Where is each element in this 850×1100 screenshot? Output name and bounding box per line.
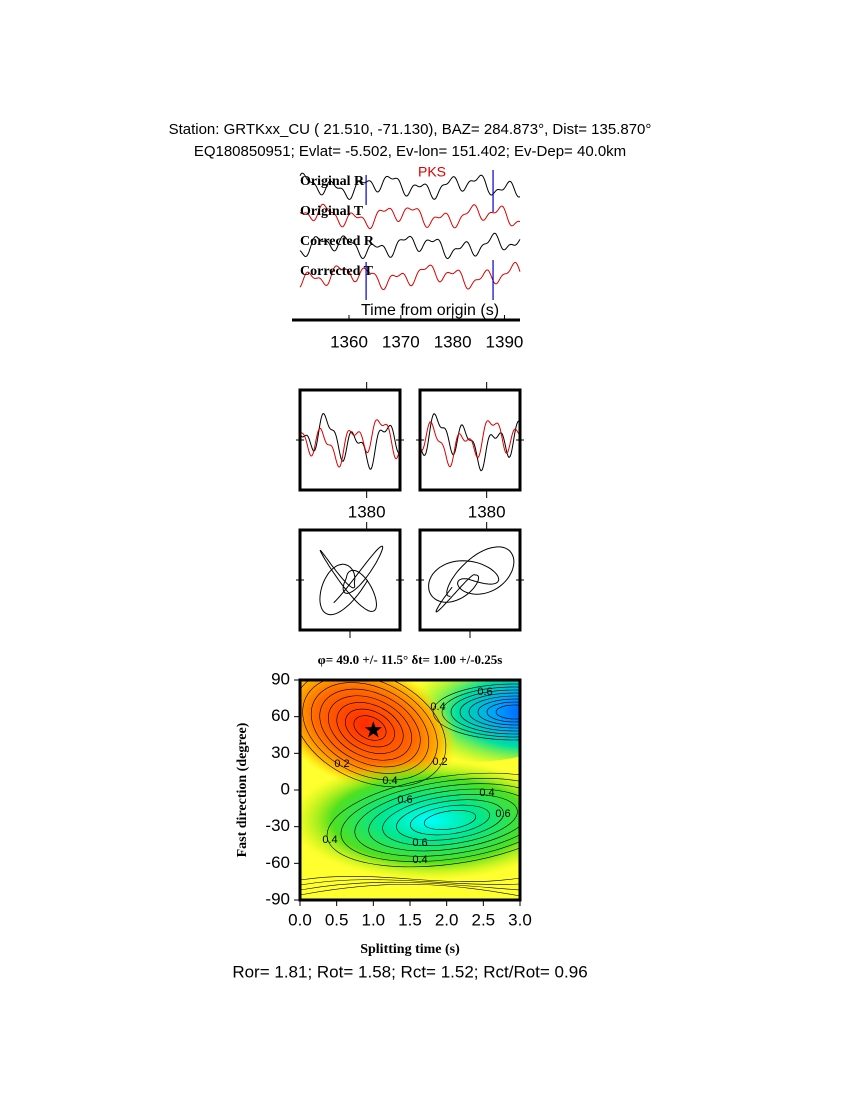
- contour-label: 0.6: [477, 686, 492, 698]
- contour-line: [441, 686, 520, 738]
- contour-label: 0.6: [495, 808, 510, 820]
- contour-label: 0.4: [382, 775, 397, 787]
- contour-label: 0.2: [432, 756, 447, 768]
- header-line1: Station: GRTKxx_CU ( 21.510, -71.130), B…: [169, 121, 652, 138]
- contour-line: [300, 883, 520, 897]
- contour-line: [340, 778, 520, 862]
- x-axis-label: Time from origin (s): [361, 302, 499, 319]
- contour-line: [353, 715, 387, 741]
- trace-label: Corrected T: [300, 264, 374, 279]
- x-tick-label: 2.0: [435, 910, 459, 929]
- panel-frame: [298, 388, 402, 492]
- contour-label: 0.4: [479, 787, 494, 799]
- x-axis-label: Splitting time (s): [360, 942, 460, 957]
- particle-motion: [319, 545, 384, 616]
- trace-label: Corrected R: [300, 234, 375, 249]
- y-tick-label: 90: [271, 669, 290, 688]
- contour-line: [310, 682, 430, 774]
- best-fit-star: [364, 721, 382, 738]
- trace-label: Original T: [300, 204, 364, 219]
- y-tick-label: 0: [281, 779, 290, 798]
- contour-line: [300, 876, 520, 882]
- particle-motion: [428, 546, 515, 613]
- y-tick-label: 30: [271, 743, 290, 762]
- waveform-trace: [299, 419, 401, 468]
- y-tick-label: 60: [271, 706, 290, 725]
- contour-line: [468, 695, 520, 729]
- x-tick-label: 0.5: [325, 910, 349, 929]
- contour-line: [300, 680, 447, 788]
- y-axis-label: Fast direction (degree): [235, 722, 250, 857]
- waveform-trace: [419, 413, 521, 472]
- field-blob: [300, 760, 520, 880]
- contour-label: 0.4: [430, 701, 445, 713]
- contour-line: [477, 698, 520, 726]
- x-tick-label: 1380: [468, 502, 506, 521]
- contour-line: [319, 688, 421, 768]
- waveform-trace: [299, 261, 521, 291]
- contour-line: [396, 799, 504, 841]
- panel-frame: [298, 528, 402, 632]
- contour-line: [368, 788, 520, 852]
- x-tick-label: 1.0: [362, 910, 386, 929]
- contour-label: 0.6: [397, 794, 412, 806]
- waveform-trace: [299, 413, 401, 470]
- contour-line: [300, 881, 520, 891]
- x-tick-label: 1360: [330, 332, 368, 351]
- waveform-trace: [299, 232, 521, 260]
- footer: Ror= 1.81; Rot= 1.58; Rct= 1.52; Rct/Rot…: [232, 962, 587, 981]
- header-line2: EQ180850951; Evlat= -5.502, Ev-lon= 151.…: [194, 143, 626, 160]
- contour-line: [336, 702, 404, 754]
- contour-line: [410, 804, 490, 836]
- contour-line: [345, 708, 395, 748]
- trace-label: Original R: [300, 174, 365, 189]
- x-tick-label: 1.5: [398, 910, 422, 929]
- contour-line: [354, 783, 520, 857]
- contour-field: 0.60.40.2 0.20.40.60.40.60.4 0.60.4: [300, 680, 520, 900]
- x-tick-label: 1390: [486, 332, 524, 351]
- x-tick-label: 1380: [348, 502, 386, 521]
- x-tick-label: 3.0: [508, 910, 532, 929]
- contour-line: [450, 689, 520, 735]
- field-blob: [300, 680, 457, 792]
- x-tick-label: 1380: [434, 332, 472, 351]
- contour-line: [423, 810, 477, 830]
- x-tick-label: 1370: [382, 332, 420, 351]
- waveform-trace: [299, 203, 521, 230]
- waveform-trace: [419, 420, 521, 468]
- contour-label: 0.4: [322, 834, 337, 846]
- x-tick-label: 2.5: [472, 910, 496, 929]
- contour-label: 0.6: [412, 837, 427, 849]
- contour-line: [495, 704, 520, 720]
- contour-line: [382, 794, 518, 846]
- x-tick-label: 0.0: [288, 910, 312, 929]
- contour-line: [300, 879, 520, 886]
- contour-line: [459, 692, 520, 732]
- contour-line: [326, 772, 520, 868]
- y-tick-label: -60: [265, 853, 290, 872]
- contour-title: φ= 49.0 +/- 11.5° δt= 1.00 +/-0.25s: [318, 652, 503, 667]
- y-tick-label: -90: [265, 889, 290, 908]
- contour-label: 0.4: [412, 854, 427, 866]
- y-tick-label: -30: [265, 816, 290, 835]
- phase-label: PKS: [418, 164, 446, 180]
- contour-line: [486, 701, 520, 723]
- waveform-trace: [299, 172, 521, 200]
- contour-line: [327, 695, 413, 761]
- contour-line: [432, 683, 520, 741]
- contour-line: [302, 680, 438, 781]
- contour-label: 0.2: [334, 758, 349, 770]
